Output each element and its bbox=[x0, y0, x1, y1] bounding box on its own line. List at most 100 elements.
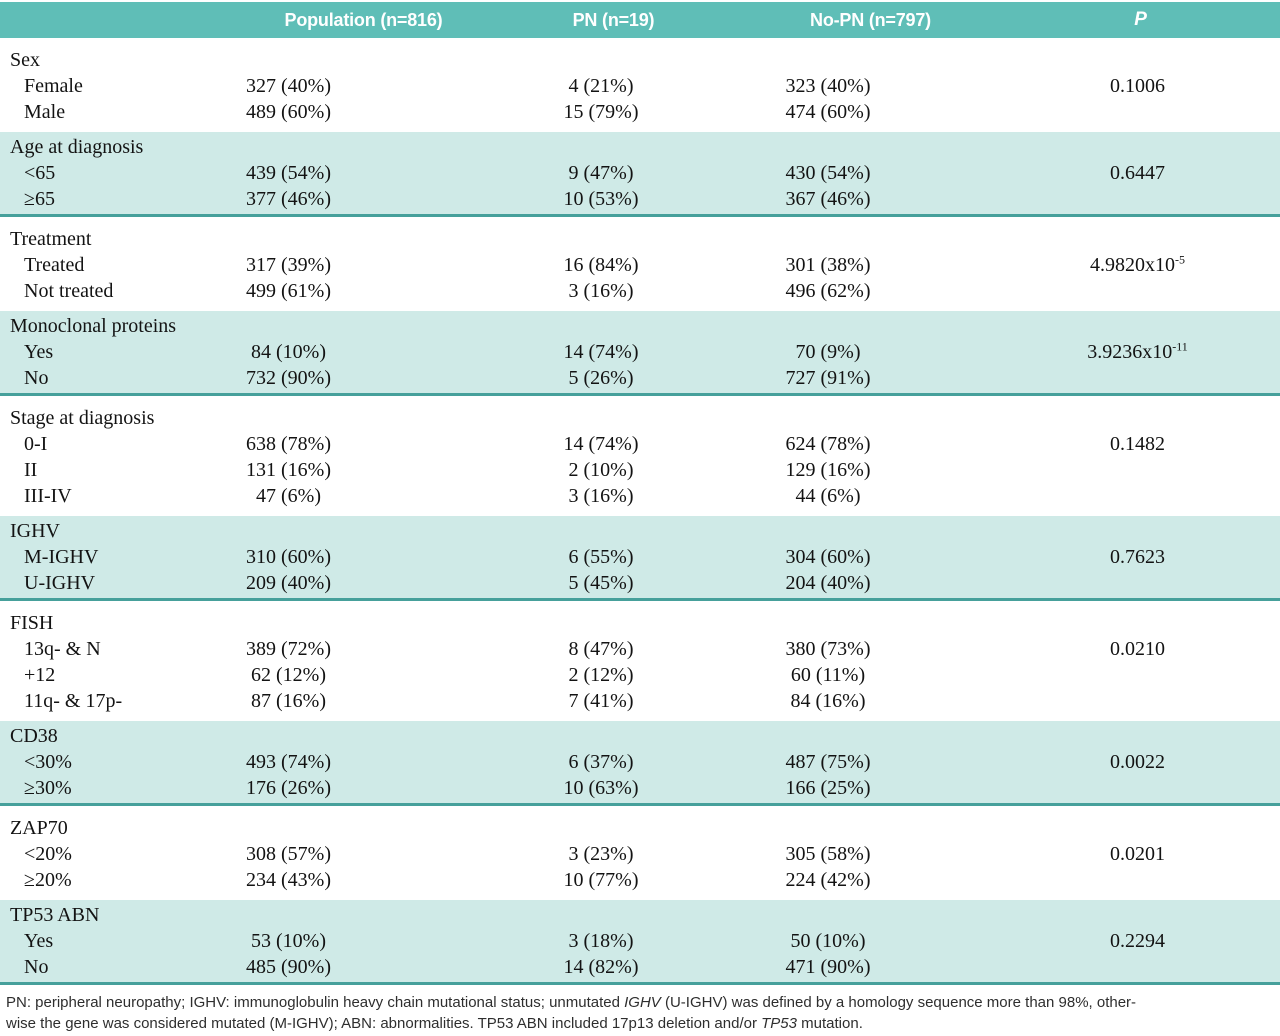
nopn-value: 471 (90%) bbox=[785, 956, 871, 978]
table-row-yes: Yes 84 (10%) 14 (74%) 70 (9%) 3.9236x10-11 bbox=[0, 339, 1280, 365]
population-value: 389 (72%) bbox=[246, 638, 331, 660]
table-footnote: PN: peripheral neuropathy; IGHV: immunog… bbox=[0, 985, 1280, 1034]
empty-cell bbox=[1001, 313, 1280, 339]
population-value: 62 (12%) bbox=[251, 664, 326, 686]
p-value bbox=[1001, 775, 1280, 801]
table-section-stage-at-diagnosis: Stage at diagnosis 0-I 638 (78%) 14 (74%) 62… bbox=[0, 396, 1280, 516]
row-label: 0-I bbox=[24, 433, 48, 455]
p-value bbox=[1001, 954, 1280, 980]
table-row-20: <20% 308 (57%) 3 (23%) 305 (58%) 0.0201 bbox=[0, 841, 1280, 867]
header-cell-pn: PN (n=19) bbox=[572, 9, 655, 30]
population-value: 87 (16%) bbox=[251, 690, 326, 712]
empty-cell bbox=[487, 226, 740, 252]
table-row-no: No 485 (90%) 14 (82%) 471 (90%) bbox=[0, 954, 1280, 980]
section-label-row: CD38 bbox=[0, 723, 1280, 749]
table-row-iii-iv: III-IV 47 (6%) 3 (16%) 44 (6%) bbox=[0, 483, 1280, 509]
row-label: Female bbox=[24, 75, 83, 97]
pn-value: 5 (26%) bbox=[568, 367, 634, 389]
pn-value: 2 (12%) bbox=[568, 664, 634, 686]
p-value-exponent: -5 bbox=[1175, 252, 1185, 267]
row-label: No bbox=[24, 956, 49, 978]
population-value: 53 (10%) bbox=[251, 930, 326, 952]
pn-value: 14 (74%) bbox=[563, 341, 639, 363]
empty-cell bbox=[740, 313, 1001, 339]
empty-cell bbox=[1001, 134, 1280, 160]
empty-cell bbox=[487, 815, 740, 841]
empty-cell bbox=[487, 610, 740, 636]
table-row-yes: Yes 53 (10%) 3 (18%) 50 (10%) 0.2294 bbox=[0, 928, 1280, 954]
nopn-value: 44 (6%) bbox=[795, 485, 861, 507]
empty-cell bbox=[240, 723, 487, 749]
row-label: Male bbox=[24, 101, 66, 123]
empty-cell bbox=[1001, 226, 1280, 252]
row-label: Yes bbox=[24, 341, 54, 363]
population-value: 499 (61%) bbox=[246, 280, 331, 302]
table-row-65: <65 439 (54%) 9 (47%) 430 (54%) 0.6447 bbox=[0, 160, 1280, 186]
p-value: 3.9236x10-11 bbox=[1087, 339, 1188, 363]
pn-value: 10 (53%) bbox=[563, 188, 639, 210]
table-row-not-treated: Not treated 499 (61%) 3 (16%) 496 (62%) bbox=[0, 278, 1280, 304]
population-value: 317 (39%) bbox=[246, 254, 331, 276]
table-row-11q-17p: 11q- & 17p- 87 (16%) 7 (41%) 84 (16%) bbox=[0, 688, 1280, 714]
pn-value: 10 (63%) bbox=[563, 777, 639, 799]
p-value-exponent: -11 bbox=[1172, 339, 1188, 354]
p-value: 0.0201 bbox=[1110, 843, 1165, 865]
section-label: Sex bbox=[10, 49, 40, 71]
table-row-12: +12 62 (12%) 2 (12%) 60 (11%) bbox=[0, 662, 1280, 688]
empty-cell bbox=[740, 518, 1001, 544]
empty-cell bbox=[487, 723, 740, 749]
p-value: 0.1006 bbox=[1110, 75, 1165, 97]
table-body: Sex Female 327 (40%) 4 (21%) 323 (40%) 0.1006… bbox=[0, 38, 1280, 985]
pn-value: 5 (45%) bbox=[568, 572, 634, 594]
table-row-ii: II 131 (16%) 2 (10%) 129 (16%) bbox=[0, 457, 1280, 483]
p-value: 0.1482 bbox=[1110, 433, 1165, 455]
p-value bbox=[1001, 688, 1280, 714]
row-label: U-IGHV bbox=[24, 572, 96, 594]
pn-value: 3 (23%) bbox=[568, 843, 634, 865]
empty-cell bbox=[1001, 723, 1280, 749]
empty-cell bbox=[240, 902, 487, 928]
table-row-0-i: 0-I 638 (78%) 14 (74%) 624 (78%) 0.1482 bbox=[0, 431, 1280, 457]
header-cell-p-value: P bbox=[1134, 9, 1147, 30]
nopn-value: 496 (62%) bbox=[785, 280, 871, 302]
nopn-value: 474 (60%) bbox=[785, 101, 871, 123]
empty-cell bbox=[240, 134, 487, 160]
row-label: Yes bbox=[24, 930, 54, 952]
empty-cell bbox=[740, 902, 1001, 928]
empty-cell bbox=[740, 723, 1001, 749]
population-value: 234 (43%) bbox=[246, 869, 331, 891]
population-value: 308 (57%) bbox=[246, 843, 331, 865]
table-row-male: Male 489 (60%) 15 (79%) 474 (60%) bbox=[0, 99, 1280, 125]
empty-cell bbox=[1001, 47, 1280, 73]
empty-cell bbox=[1001, 902, 1280, 928]
nopn-value: 166 (25%) bbox=[785, 777, 871, 799]
row-label: III-IV bbox=[24, 485, 72, 507]
nopn-value: 380 (73%) bbox=[785, 638, 871, 660]
table-section-age-at-diagnosis: Age at diagnosis <65 439 (54%) 9 (47%) 430 (… bbox=[0, 132, 1280, 217]
population-value: 485 (90%) bbox=[246, 956, 331, 978]
empty-cell bbox=[240, 313, 487, 339]
pn-value: 6 (55%) bbox=[568, 546, 634, 568]
row-label: ≥20% bbox=[24, 869, 72, 891]
row-label: Not treated bbox=[24, 280, 114, 302]
footnote-line: PN: peripheral neuropathy; IGHV: immunog… bbox=[6, 992, 1272, 1013]
nopn-value: 301 (38%) bbox=[785, 254, 871, 276]
table-row-no: No 732 (90%) 5 (26%) 727 (91%) bbox=[0, 365, 1280, 391]
table-section-treatment: Treatment Treated 317 (39%) 16 (84%) 301 (38… bbox=[0, 217, 1280, 311]
pn-value: 4 (21%) bbox=[568, 75, 634, 97]
empty-cell bbox=[1001, 518, 1280, 544]
p-value: 4.9820x10-5 bbox=[1090, 252, 1185, 276]
empty-cell bbox=[487, 313, 740, 339]
pn-value: 3 (18%) bbox=[568, 930, 634, 952]
population-value: 439 (54%) bbox=[246, 162, 331, 184]
empty-cell bbox=[487, 405, 740, 431]
nopn-value: 304 (60%) bbox=[785, 546, 871, 568]
footnote-line: wise the gene was considered mutated (M-… bbox=[6, 1013, 1272, 1034]
section-label: IGHV bbox=[10, 520, 60, 542]
population-value: 327 (40%) bbox=[246, 75, 331, 97]
nopn-value: 624 (78%) bbox=[785, 433, 871, 455]
pn-value: 8 (47%) bbox=[568, 638, 634, 660]
row-label: M-IGHV bbox=[24, 546, 99, 568]
table-row-m-ighv: M-IGHV 310 (60%) 6 (55%) 304 (60%) 0.7623 bbox=[0, 544, 1280, 570]
